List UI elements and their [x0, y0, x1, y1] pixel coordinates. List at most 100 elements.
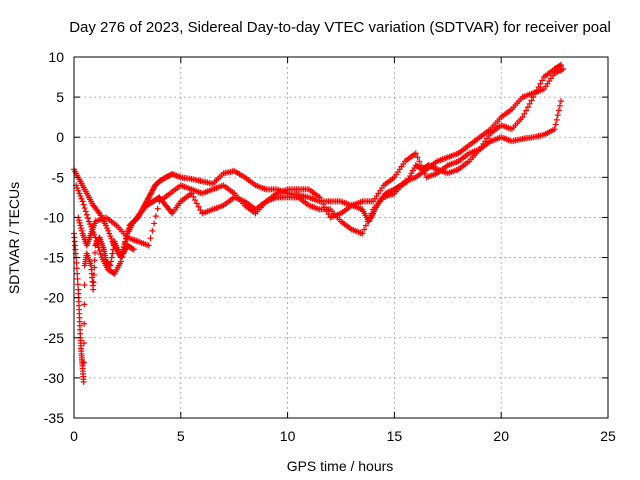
data-point	[106, 230, 113, 237]
data-point	[325, 211, 332, 218]
data-point	[90, 271, 97, 278]
data-point	[90, 286, 97, 293]
data-point	[552, 121, 559, 128]
data-point	[154, 205, 161, 212]
y-tick-label: -30	[44, 370, 64, 386]
data-point	[537, 80, 544, 87]
data-point	[149, 227, 156, 234]
y-tick-label: -5	[52, 169, 65, 185]
axes	[73, 56, 609, 419]
x-tick-label: 0	[70, 428, 78, 444]
y-tick-label: -10	[44, 209, 64, 225]
data-point	[92, 249, 99, 256]
data-point	[362, 222, 369, 229]
data-point	[80, 201, 87, 208]
series-track-c	[75, 98, 565, 249]
data-point	[80, 378, 87, 385]
data-point	[108, 254, 115, 261]
data-point	[95, 209, 102, 216]
y-tick-label: 10	[48, 49, 64, 65]
data-point	[558, 98, 565, 105]
data-point	[84, 215, 91, 222]
data-point	[81, 320, 88, 327]
data-point	[368, 210, 375, 217]
data-point	[82, 208, 89, 215]
data-point	[80, 340, 87, 347]
data-point	[73, 265, 80, 272]
data-point	[369, 211, 376, 218]
data-point	[151, 220, 158, 227]
series-track-d	[71, 230, 137, 385]
y-axis-label: SDTVAR / TECUs	[6, 182, 22, 294]
data-point	[524, 104, 531, 111]
data-point	[103, 222, 110, 229]
data-point	[321, 204, 328, 211]
data-point	[79, 198, 86, 205]
y-tick-label: 5	[56, 89, 64, 105]
grid	[74, 57, 608, 418]
data-point	[421, 170, 428, 177]
data-point	[106, 261, 113, 268]
data-point	[414, 154, 421, 161]
data-point	[145, 242, 152, 249]
data-point	[105, 227, 112, 234]
series-track-b	[73, 66, 567, 277]
data-point	[91, 257, 98, 264]
data-point	[553, 116, 560, 123]
data-point	[108, 258, 115, 265]
data-point	[76, 190, 83, 197]
data-point	[526, 100, 533, 107]
y-tick-label: 0	[56, 129, 64, 145]
plot-frame	[73, 56, 609, 419]
data-point	[108, 235, 115, 242]
data-point	[528, 97, 535, 104]
data-point	[412, 150, 419, 157]
data-point	[104, 225, 111, 232]
data-point	[91, 231, 98, 238]
data-point	[558, 62, 565, 69]
data-point	[107, 262, 114, 269]
data-point	[83, 211, 90, 218]
data-point	[74, 270, 81, 277]
x-tick-label: 20	[493, 428, 509, 444]
data-point	[78, 225, 85, 232]
data-points	[71, 62, 567, 385]
data-point	[359, 230, 366, 237]
x-tick-label: 5	[177, 428, 185, 444]
chart-title: Day 276 of 2023, Sidereal Day-to-day VTE…	[69, 19, 611, 36]
data-point	[551, 126, 558, 133]
data-point	[96, 247, 103, 254]
data-point	[91, 264, 98, 271]
data-point	[75, 217, 82, 224]
data-point	[190, 193, 197, 200]
data-point	[77, 193, 84, 200]
data-point	[366, 214, 373, 221]
data-point	[523, 107, 530, 114]
y-tick-label: -25	[44, 330, 64, 346]
y-tick-label: -20	[44, 290, 64, 306]
data-point	[81, 301, 88, 308]
data-point	[560, 66, 567, 73]
data-point	[130, 246, 137, 253]
y-tick-label: -15	[44, 250, 64, 266]
data-point	[74, 275, 81, 282]
data-point	[539, 77, 546, 84]
data-point	[76, 219, 83, 226]
tick-labels: 0 5 10 15 20 25 -35 -30 -25 -20 -15 -10 -5 0 5 10	[44, 49, 616, 444]
data-point	[316, 194, 323, 201]
data-point	[80, 359, 87, 366]
data-point	[193, 200, 200, 207]
data-point	[81, 281, 88, 288]
data-point	[555, 107, 562, 114]
data-point	[147, 235, 154, 242]
x-tick-label: 10	[280, 428, 296, 444]
data-point	[87, 221, 94, 228]
data-point	[195, 203, 202, 210]
data-point	[419, 166, 426, 173]
x-axis-label: GPS time / hours	[287, 458, 394, 474]
data-point	[74, 281, 81, 288]
data-point	[320, 201, 327, 208]
data-point	[129, 245, 136, 252]
